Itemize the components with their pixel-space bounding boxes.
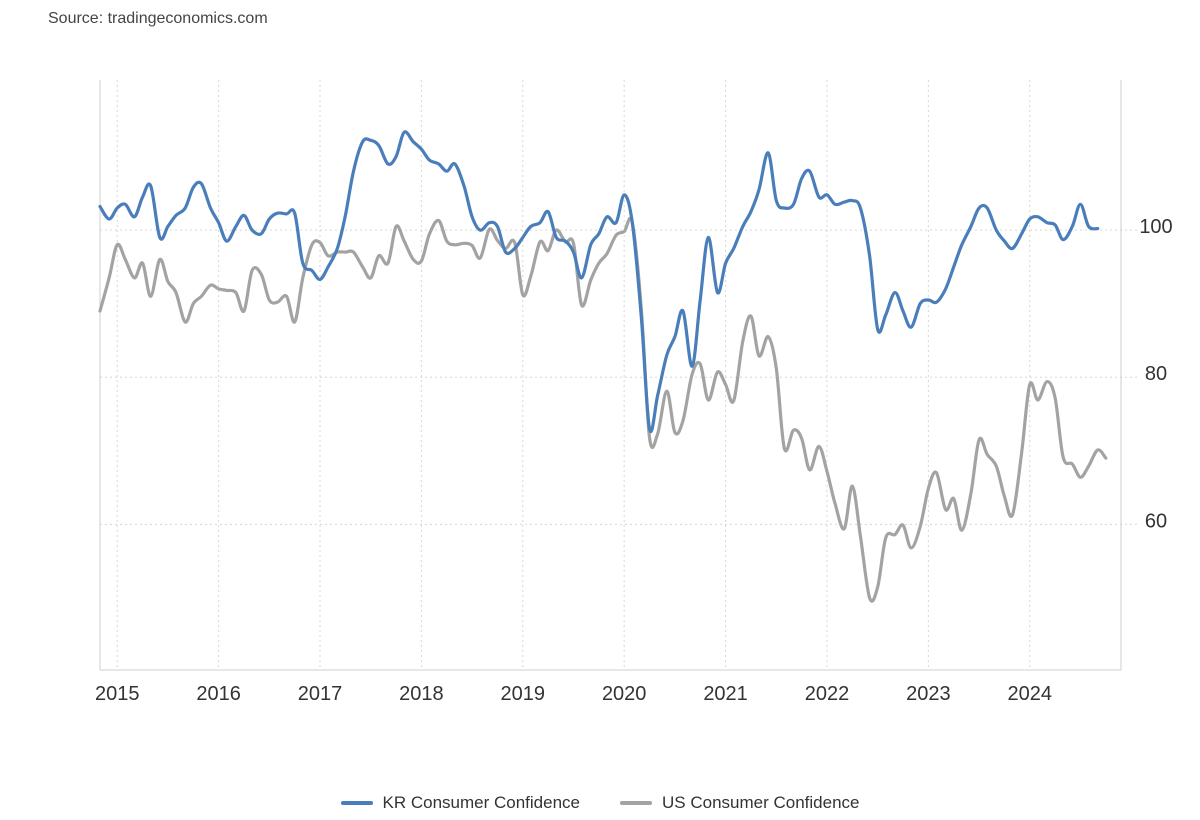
y-tick-80: 80 (1145, 363, 1167, 385)
source-label: Source: tradingeconomics.com (48, 10, 268, 27)
legend: KR Consumer Confidence US Consumer Confi… (0, 793, 1200, 813)
line-chart: 2015 2016 2017 2018 2019 2020 2021 2022 2023 2024… (95, 80, 1173, 705)
x-tick-2018: 2018 (399, 683, 444, 705)
series-line-us (98, 216, 1108, 603)
legend-swatch-kr (340, 801, 373, 805)
legend-label-kr: KR Consumer Confidence (382, 793, 580, 812)
x-tick-2022: 2022 (805, 683, 850, 705)
y-tick-60: 60 (1145, 510, 1167, 532)
x-tick-2016: 2016 (196, 683, 241, 705)
x-tick-2015: 2015 (95, 683, 140, 705)
y-tick-100: 100 (1139, 216, 1172, 238)
legend-swatch-us (620, 801, 652, 805)
legend-label-us: US Consumer Confidence (662, 793, 860, 812)
x-tick-2019: 2019 (501, 683, 546, 705)
series-line-kr (98, 130, 1100, 434)
x-tick-2020: 2020 (602, 683, 647, 705)
grid-lines (100, 80, 1140, 670)
x-tick-2021: 2021 (703, 683, 748, 705)
y-tick-labels: 60 80 100 (1139, 216, 1172, 532)
x-tick-2023: 2023 (906, 683, 951, 705)
axes (99, 80, 1122, 671)
x-tick-2017: 2017 (298, 683, 343, 705)
legend-item-us[interactable]: US Consumer Confidence (620, 793, 859, 813)
legend-item-kr[interactable]: KR Consumer Confidence (340, 793, 580, 813)
x-tick-labels: 2015 2016 2017 2018 2019 2020 2021 2022 2023 2024 (95, 683, 1052, 705)
x-tick-2024: 2024 (1007, 683, 1052, 705)
series-lines (98, 130, 1108, 603)
